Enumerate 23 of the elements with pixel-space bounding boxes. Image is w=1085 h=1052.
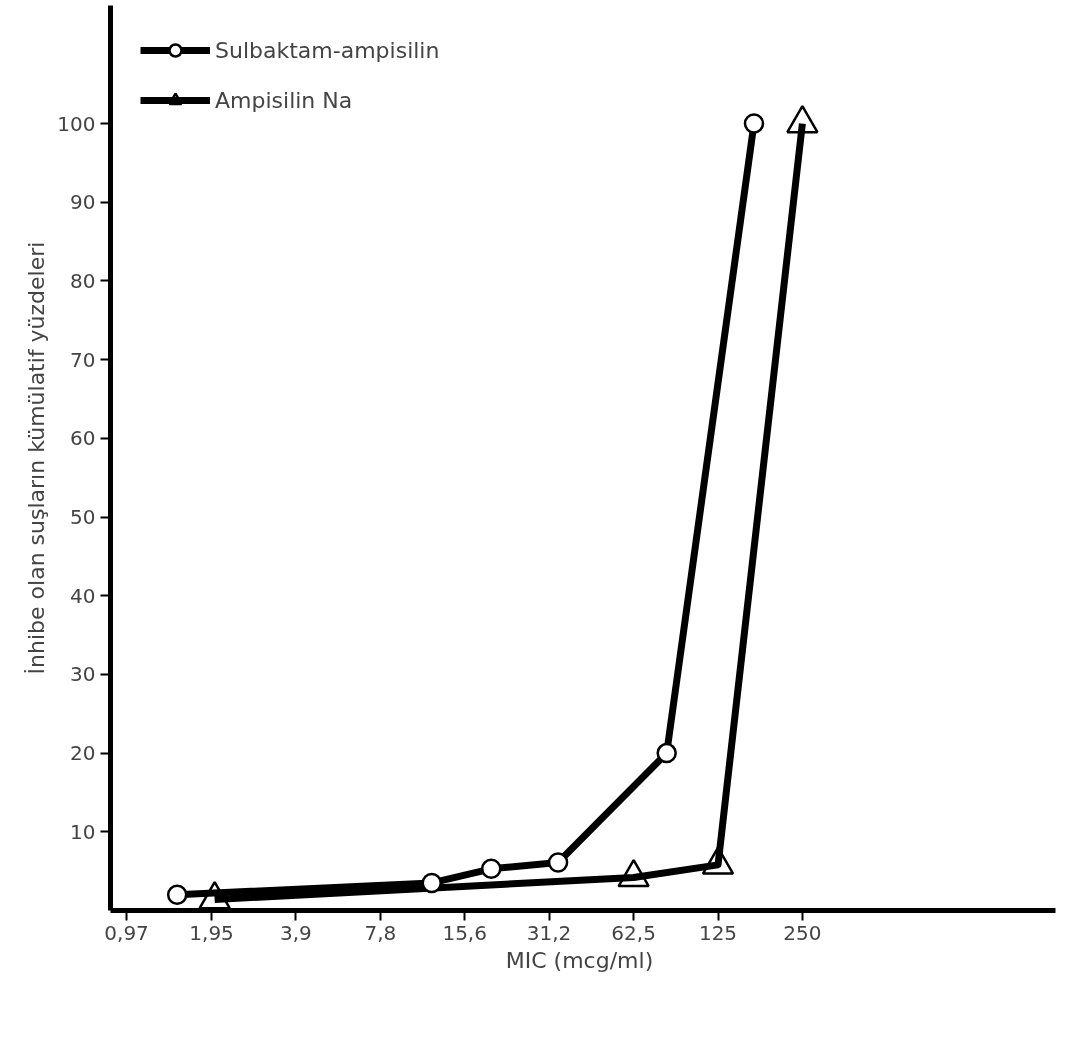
x-tick-label: 1,95 [189,920,234,945]
y-tick-label: 100 [57,111,96,136]
x-tick-label: 15,6 [442,920,487,945]
legend-label: Sulbaktam-ampisilin [215,37,440,63]
y-tick-label: 20 [70,741,96,766]
x-tick-label: 3,9 [280,920,312,945]
y-tick-label: 70 [70,347,96,372]
legend-label: Ampisilin Na [215,87,353,113]
y-tick-label: 40 [70,583,96,608]
x-tick-label: 62,5 [611,920,656,945]
y-tick-label: 60 [70,426,96,451]
y-tick-label: 80 [70,268,96,293]
y-tick-label: 30 [70,662,96,687]
y-tick-label: 90 [70,190,96,215]
x-tick-label: 0,97 [104,920,149,945]
x-tick-label: 125 [698,920,738,945]
x-tick-label: 250 [783,920,822,945]
y-axis-title: İnhibe olan suşların kümülatif yüzdeleri [24,241,50,675]
x-tick-label: 31,2 [526,920,572,945]
x-axis-title: MIC (mcg/ml) [505,947,654,973]
y-tick-label: 10 [70,819,96,844]
y-tick-label: 50 [70,505,96,530]
x-tick-label: 7,8 [364,920,397,945]
